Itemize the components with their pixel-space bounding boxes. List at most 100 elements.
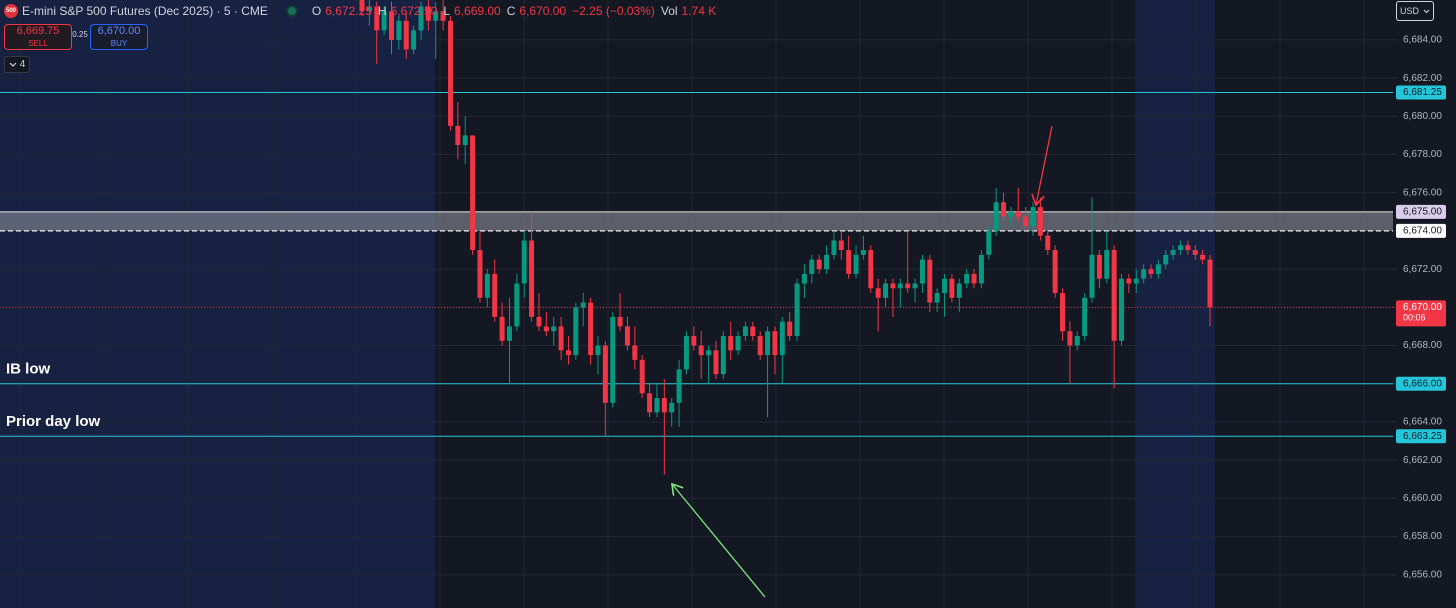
candle-body — [1089, 254, 1095, 298]
candle-body — [403, 20, 409, 50]
change: −2.25 (−0.03%) — [572, 4, 655, 18]
candle-body — [1074, 335, 1080, 346]
candle-body — [831, 240, 837, 255]
candle-body — [1037, 207, 1043, 236]
candle-body — [706, 350, 712, 356]
arrow — [1036, 125, 1053, 205]
candle-body — [588, 302, 594, 356]
y-tick-label: 6,668.00 — [1403, 340, 1442, 351]
candle-body — [543, 326, 549, 332]
candle-body — [993, 202, 999, 231]
price-axis-labels: 6,656.00 6,658.00 6,660.00 6,662.00 6,664.00… — [1393, 35, 1446, 580]
candle-body — [927, 259, 933, 303]
candle-body — [1060, 293, 1066, 332]
candle-body — [801, 273, 807, 284]
candle-body — [1082, 297, 1088, 336]
candle-body — [595, 345, 601, 356]
candle-body — [462, 135, 468, 145]
candle-body — [890, 283, 896, 289]
indicator-toggle[interactable]: 4 — [4, 56, 30, 73]
candle-body — [411, 30, 417, 50]
candle-body — [912, 283, 918, 289]
currency-select[interactable]: USD — [1396, 1, 1434, 21]
buy-price: 6,670.00 — [97, 24, 141, 37]
price-label-bg — [1396, 376, 1446, 391]
candle-body — [1052, 250, 1058, 294]
candle-body — [757, 335, 763, 356]
candle-body — [1015, 211, 1021, 217]
candle-body — [499, 316, 505, 341]
price-label: 6,681.25 — [1403, 87, 1442, 98]
candle-body — [1104, 250, 1110, 279]
sell-label: SELL — [28, 38, 48, 48]
plot-area: IB low Prior day low — [0, 0, 1393, 576]
candle-body — [1178, 245, 1184, 251]
candle-body — [1163, 254, 1169, 265]
ohlc-key: C — [506, 4, 516, 18]
candle-body — [794, 283, 800, 336]
y-tick-label: 6,656.00 — [1403, 569, 1442, 580]
candle-body — [1119, 278, 1125, 341]
candle-body — [470, 135, 476, 251]
candle-body — [1111, 250, 1117, 341]
buy-button[interactable]: 6,670.00 BUY — [90, 24, 148, 50]
ohlc-value: 6,670.00 — [519, 4, 567, 18]
candle-body — [824, 254, 830, 270]
y-tick-label: 6,658.00 — [1403, 531, 1442, 542]
candle-body — [1170, 250, 1176, 255]
volume: 1.74 K — [681, 4, 717, 18]
candle-body — [934, 293, 940, 303]
candle-body — [492, 273, 498, 317]
sell-button[interactable]: 6,669.75 SELL — [4, 24, 72, 50]
price-label-bg — [1396, 204, 1446, 219]
candle-body — [1148, 269, 1154, 274]
session-shade — [1135, 0, 1215, 608]
candle-body — [868, 250, 874, 289]
candle-body — [447, 20, 453, 126]
candle-body — [654, 398, 660, 413]
ohlc-key: L — [443, 4, 451, 18]
candle-body — [897, 283, 903, 289]
candle-body — [1030, 207, 1036, 227]
price-label: 6,675.00 — [1403, 206, 1442, 217]
candle-body — [514, 283, 520, 327]
candle-body — [728, 335, 734, 351]
candle-body — [1067, 331, 1073, 346]
y-tick-label: 6,672.00 — [1403, 264, 1442, 275]
candle-body — [860, 250, 866, 255]
ohlc-value: 6,669.00 — [454, 4, 501, 18]
y-tick-label: 6,684.00 — [1403, 35, 1442, 46]
candle-body — [846, 250, 852, 274]
candle-body — [949, 278, 955, 298]
candle-body — [551, 326, 557, 332]
candle-body — [433, 11, 439, 21]
candle-body — [1126, 278, 1132, 284]
candle-body — [521, 240, 527, 284]
y-tick-label: 6,660.00 — [1403, 493, 1442, 504]
candle-body — [484, 273, 490, 298]
candle-body — [381, 11, 387, 31]
candle-body — [610, 316, 616, 403]
candle-body — [809, 259, 815, 274]
candle-body — [720, 335, 726, 375]
price-label: 6,674.00 — [1403, 226, 1442, 237]
symbol-header: 500 E-mini S&P 500 Futures (Dec 2025) · … — [4, 2, 718, 20]
candle-body — [455, 125, 461, 145]
price-label-bg — [1396, 85, 1446, 100]
session-shade — [0, 0, 435, 608]
candle-body — [942, 278, 948, 294]
candle-body — [1185, 245, 1191, 251]
candle-body — [565, 350, 571, 356]
symbol-logo: 500 — [4, 4, 18, 18]
market-status[interactable] — [285, 5, 298, 17]
candle-body — [1096, 254, 1102, 279]
candle-body — [1001, 202, 1007, 217]
candle-body — [388, 11, 394, 40]
candle-body — [750, 326, 756, 336]
candle-body — [661, 398, 667, 413]
candle-body — [1200, 254, 1206, 260]
chevron — [9, 62, 17, 67]
symbol-title: E-mini S&P 500 Futures (Dec 2025) · 5 · … — [22, 4, 268, 18]
candle-body — [536, 316, 542, 327]
candle-body — [639, 359, 645, 394]
